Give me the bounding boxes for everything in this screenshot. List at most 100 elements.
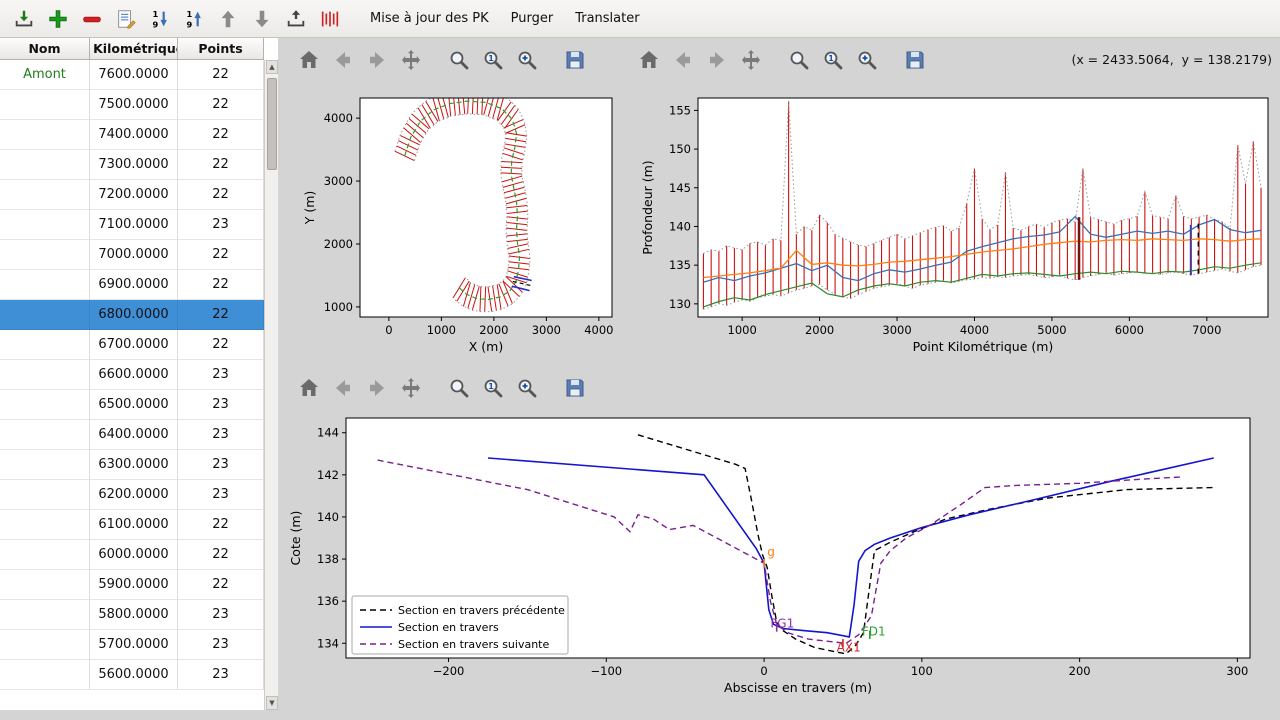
table-row[interactable]: Amont 7600.0000 22 bbox=[0, 60, 264, 90]
cell-pk[interactable]: 6500.0000 bbox=[90, 390, 178, 420]
cell-pk[interactable]: 5600.0000 bbox=[90, 660, 178, 690]
cell-points[interactable]: 22 bbox=[178, 570, 264, 600]
cell-pk[interactable]: 7400.0000 bbox=[90, 120, 178, 150]
table-row[interactable]: 6000.0000 22 bbox=[0, 540, 264, 570]
table-row[interactable]: 7200.0000 22 bbox=[0, 180, 264, 210]
cell-nom[interactable] bbox=[0, 300, 90, 330]
zoom-button[interactable] bbox=[444, 373, 474, 403]
save-button[interactable] bbox=[560, 45, 590, 75]
zoom-one-button[interactable]: 1 bbox=[478, 45, 508, 75]
scroll-up-icon[interactable]: ▲ bbox=[266, 60, 278, 74]
table-row[interactable]: 6700.0000 22 bbox=[0, 330, 264, 360]
cell-nom[interactable] bbox=[0, 390, 90, 420]
cell-points[interactable]: 23 bbox=[178, 210, 264, 240]
cell-nom[interactable] bbox=[0, 660, 90, 690]
cell-pk[interactable]: 6000.0000 bbox=[90, 540, 178, 570]
cell-points[interactable]: 22 bbox=[178, 330, 264, 360]
export-button[interactable] bbox=[280, 4, 312, 34]
save-button[interactable] bbox=[560, 373, 590, 403]
menu-item-translater[interactable]: Translater bbox=[575, 11, 640, 26]
table-row[interactable]: 7100.0000 23 bbox=[0, 210, 264, 240]
table-row[interactable]: 6600.0000 23 bbox=[0, 360, 264, 390]
plan-view-plot[interactable]: 0 1000 2000 3000 4000 1000 2000 3000 4000 X (m) Y … bbox=[288, 80, 620, 365]
back-button[interactable] bbox=[328, 373, 358, 403]
table-row[interactable]: 7000.0000 22 bbox=[0, 240, 264, 270]
cell-nom[interactable] bbox=[0, 240, 90, 270]
zoom-plus-button[interactable] bbox=[852, 45, 882, 75]
cell-points[interactable]: 22 bbox=[178, 120, 264, 150]
scrollbar-thumb[interactable] bbox=[267, 78, 277, 170]
cell-points[interactable]: 22 bbox=[178, 540, 264, 570]
cell-nom[interactable] bbox=[0, 600, 90, 630]
cell-pk[interactable]: 5700.0000 bbox=[90, 630, 178, 660]
cell-nom[interactable] bbox=[0, 360, 90, 390]
cell-pk[interactable]: 5900.0000 bbox=[90, 570, 178, 600]
cell-pk[interactable]: 7200.0000 bbox=[90, 180, 178, 210]
pan-button[interactable] bbox=[396, 45, 426, 75]
home-button[interactable] bbox=[634, 45, 664, 75]
cell-nom[interactable] bbox=[0, 570, 90, 600]
cell-pk[interactable]: 7100.0000 bbox=[90, 210, 178, 240]
table-row[interactable]: 5700.0000 23 bbox=[0, 630, 264, 660]
cell-points[interactable]: 23 bbox=[178, 390, 264, 420]
cell-points[interactable]: 23 bbox=[178, 450, 264, 480]
cell-points[interactable]: 22 bbox=[178, 300, 264, 330]
cell-pk[interactable]: 7300.0000 bbox=[90, 150, 178, 180]
cell-pk[interactable]: 6700.0000 bbox=[90, 330, 178, 360]
scroll-down-icon[interactable]: ▼ bbox=[266, 696, 278, 710]
add-button[interactable] bbox=[42, 4, 74, 34]
table-row[interactable]: 6300.0000 23 bbox=[0, 450, 264, 480]
remove-button[interactable] bbox=[76, 4, 108, 34]
home-button[interactable] bbox=[294, 373, 324, 403]
cell-nom[interactable] bbox=[0, 210, 90, 240]
cell-pk[interactable]: 6300.0000 bbox=[90, 450, 178, 480]
cell-nom[interactable] bbox=[0, 540, 90, 570]
table-row[interactable]: 6500.0000 23 bbox=[0, 390, 264, 420]
cell-points[interactable]: 22 bbox=[178, 180, 264, 210]
pan-button[interactable] bbox=[736, 45, 766, 75]
cell-points[interactable]: 22 bbox=[178, 90, 264, 120]
cell-points[interactable]: 22 bbox=[178, 240, 264, 270]
table-row[interactable]: 7300.0000 22 bbox=[0, 150, 264, 180]
zoom-one-button[interactable]: 1 bbox=[818, 45, 848, 75]
cell-pk[interactable]: 6100.0000 bbox=[90, 510, 178, 540]
table-row[interactable]: 5600.0000 23 bbox=[0, 660, 264, 690]
column-header-points[interactable]: Points bbox=[178, 38, 264, 60]
zoom-plus-button[interactable] bbox=[512, 373, 542, 403]
cell-pk[interactable]: 7500.0000 bbox=[90, 90, 178, 120]
move-up-button[interactable] bbox=[212, 4, 244, 34]
cell-points[interactable]: 23 bbox=[178, 420, 264, 450]
cell-nom[interactable] bbox=[0, 510, 90, 540]
pan-button[interactable] bbox=[396, 373, 426, 403]
cell-nom[interactable] bbox=[0, 420, 90, 450]
cell-points[interactable]: 23 bbox=[178, 360, 264, 390]
table-scrollbar[interactable]: ▲ ▼ bbox=[264, 60, 278, 710]
cell-pk[interactable]: 5800.0000 bbox=[90, 600, 178, 630]
back-button[interactable] bbox=[668, 45, 698, 75]
cell-pk[interactable]: 7000.0000 bbox=[90, 240, 178, 270]
zoom-one-button[interactable]: 1 bbox=[478, 373, 508, 403]
cell-points[interactable]: 23 bbox=[178, 660, 264, 690]
cell-pk[interactable]: 6600.0000 bbox=[90, 360, 178, 390]
forward-button[interactable] bbox=[702, 45, 732, 75]
cell-pk[interactable]: 6400.0000 bbox=[90, 420, 178, 450]
cell-nom[interactable] bbox=[0, 330, 90, 360]
cell-pk[interactable]: 6900.0000 bbox=[90, 270, 178, 300]
cell-points[interactable]: 23 bbox=[178, 480, 264, 510]
cell-pk[interactable]: 6200.0000 bbox=[90, 480, 178, 510]
cell-points[interactable]: 22 bbox=[178, 270, 264, 300]
move-down-button[interactable] bbox=[246, 4, 278, 34]
table-row[interactable]: 5900.0000 22 bbox=[0, 570, 264, 600]
cell-points[interactable]: 22 bbox=[178, 150, 264, 180]
cell-nom[interactable] bbox=[0, 630, 90, 660]
cell-nom[interactable]: Amont bbox=[0, 60, 90, 90]
back-button[interactable] bbox=[328, 45, 358, 75]
table-row[interactable]: 6200.0000 23 bbox=[0, 480, 264, 510]
cell-nom[interactable] bbox=[0, 480, 90, 510]
cell-nom[interactable] bbox=[0, 120, 90, 150]
zoom-button[interactable] bbox=[784, 45, 814, 75]
cell-pk[interactable]: 7600.0000 bbox=[90, 60, 178, 90]
table-row[interactable]: 6100.0000 22 bbox=[0, 510, 264, 540]
forward-button[interactable] bbox=[362, 45, 392, 75]
